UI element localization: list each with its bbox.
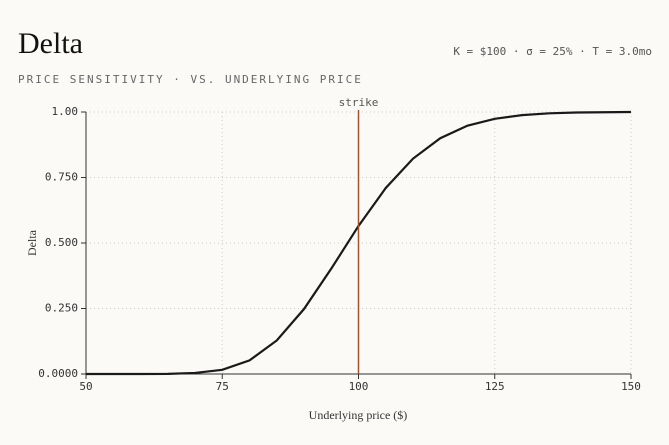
chart-subtitle: PRICE SENSITIVITY · VS. UNDERLYING PRICE <box>18 73 363 86</box>
x-tick-label: 50 <box>79 380 92 393</box>
x-tick-label: 125 <box>485 380 505 393</box>
y-tick-label: 0.750 <box>45 171 78 184</box>
y-tick-label: 0.250 <box>45 302 78 315</box>
x-axis-label: Underlying price ($) <box>309 408 408 422</box>
strike-label: strike <box>339 96 379 109</box>
y-tick-label: 1.00 <box>52 105 79 118</box>
y-tick-label: 0.500 <box>45 236 78 249</box>
parameters: K = $100 · σ = 25% · T = 3.0mo <box>453 45 652 58</box>
y-tick-label: 0.0000 <box>38 367 78 380</box>
x-tick-label: 75 <box>216 380 229 393</box>
chart-title: Delta <box>18 27 83 60</box>
x-tick-label: 150 <box>621 380 641 393</box>
y-axis-label: Delta <box>25 229 39 256</box>
x-tick-label: 100 <box>349 380 369 393</box>
